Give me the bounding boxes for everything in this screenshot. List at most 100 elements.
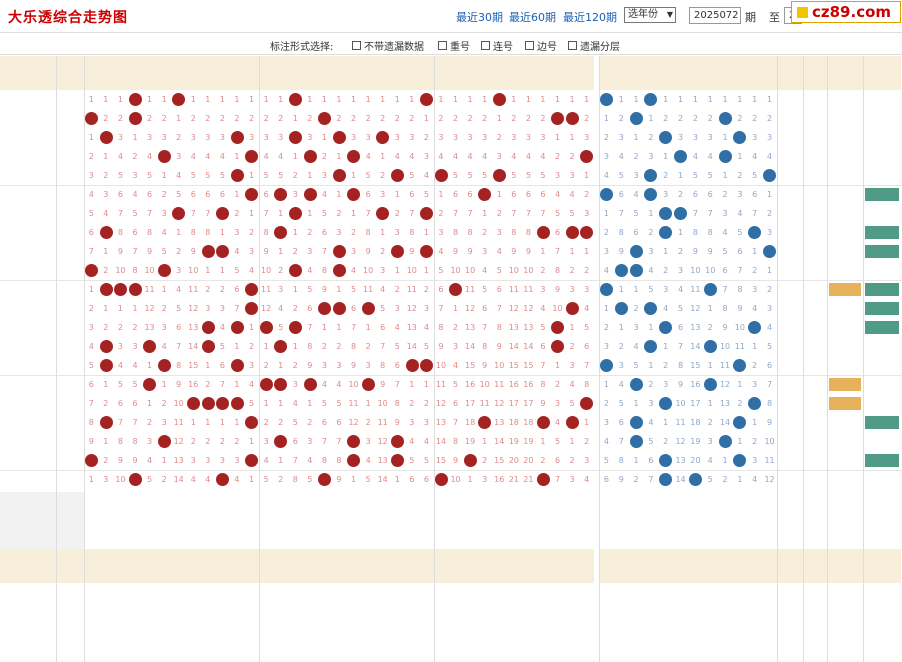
predict-front-number[interactable] [477,530,492,549]
predict-front-number[interactable] [157,530,172,549]
predict-front-number[interactable] [259,492,274,511]
period-header[interactable] [0,56,56,90]
predict-front-number[interactable] [579,492,594,511]
predict-back-number[interactable] [658,511,673,530]
predict-front-number[interactable] [244,511,259,530]
predict-front-number[interactable] [463,511,478,530]
predict-front-number[interactable] [157,492,172,511]
predict-back-number[interactable] [673,492,688,511]
predict-front-number[interactable] [186,492,201,511]
predict-front-number[interactable] [201,511,216,530]
predict-front-number[interactable] [215,511,230,530]
predict-front-number[interactable] [448,511,463,530]
predict-front-number[interactable] [288,530,303,549]
predict-front-number[interactable] [273,492,288,511]
predict-front-number[interactable] [171,511,186,530]
predict-front-number[interactable] [84,511,99,530]
predict-front-number[interactable] [230,530,245,549]
predict-back-number[interactable] [688,530,703,549]
predict-back-number[interactable] [643,511,658,530]
predict-front-number[interactable] [230,511,245,530]
predict-front-number[interactable] [565,530,580,549]
predict-back-number[interactable] [732,492,747,511]
predict-back-number[interactable] [762,511,777,530]
predict-back-number[interactable] [703,492,718,511]
predict-back-number[interactable] [643,530,658,549]
predict-front-number[interactable] [113,530,128,549]
predict-back-number[interactable] [599,511,614,530]
predict-front-number[interactable] [405,492,420,511]
predict-front-number[interactable] [390,511,405,530]
option-repeat[interactable]: 重号 [438,38,470,53]
predict-front-number[interactable] [390,492,405,511]
predict-front-number[interactable] [536,530,551,549]
predict-front-number[interactable] [565,492,580,511]
predict-back-number[interactable] [688,492,703,511]
predict-front-number[interactable] [244,530,259,549]
predict-back-number[interactable] [747,530,762,549]
predict-front-number[interactable] [332,511,347,530]
predict-front-number[interactable] [128,511,143,530]
predict-front-number[interactable] [113,492,128,511]
predict-back-number[interactable] [732,530,747,549]
predict-front-number[interactable] [215,492,230,511]
predict-back-number[interactable] [599,492,614,511]
predict-back-number[interactable] [718,530,733,549]
predict-front-number[interactable] [361,530,376,549]
predict-front-number[interactable] [186,530,201,549]
predict-front-number[interactable] [521,492,536,511]
predict-front-number[interactable] [317,492,332,511]
predict-front-number[interactable] [507,511,522,530]
range-30-link[interactable]: 最近30期 [456,11,503,24]
predict-back-number[interactable] [629,530,644,549]
predict-front-number[interactable] [171,530,186,549]
predict-front-number[interactable] [550,530,565,549]
predict-front-number[interactable] [201,492,216,511]
predict-front-number[interactable] [448,492,463,511]
predict-back-number[interactable] [703,511,718,530]
year-select[interactable]: 选年份 ▼ [624,7,676,23]
predict-front-number[interactable] [230,492,245,511]
predict-front-number[interactable] [186,511,201,530]
option-missing-layer[interactable]: 遗漏分层 [568,38,620,53]
predict-front-number[interactable] [434,511,449,530]
predict-front-number[interactable] [361,492,376,511]
predict-front-number[interactable] [317,530,332,549]
predict-front-number[interactable] [492,511,507,530]
predict-front-number[interactable] [579,530,594,549]
predict-back-number[interactable] [658,492,673,511]
predict-front-number[interactable] [346,492,361,511]
predict-front-number[interactable] [332,530,347,549]
predict-front-number[interactable] [346,530,361,549]
option-no-missing[interactable]: 不带遗漏数据 [352,38,424,53]
predict-front-number[interactable] [550,492,565,511]
predict-front-number[interactable] [463,492,478,511]
predict-back-number[interactable] [614,492,629,511]
checkbox-icon[interactable] [568,41,577,50]
predict-front-number[interactable] [346,511,361,530]
predict-back-number[interactable] [673,511,688,530]
predict-front-number[interactable] [259,511,274,530]
predict-front-number[interactable] [128,492,143,511]
predict-front-number[interactable] [142,530,157,549]
predict-front-number[interactable] [390,530,405,549]
predict-front-number[interactable] [375,511,390,530]
predict-front-number[interactable] [84,530,99,549]
predict-back-number[interactable] [658,530,673,549]
predict-back-number[interactable] [629,492,644,511]
predict-front-number[interactable] [477,492,492,511]
predict-back-number[interactable] [718,511,733,530]
option-edge[interactable]: 边号 [525,38,557,53]
checkbox-icon[interactable] [352,41,361,50]
predict-front-number[interactable] [288,511,303,530]
predict-front-number[interactable] [273,511,288,530]
predict-back-number[interactable] [762,530,777,549]
predict-front-number[interactable] [259,530,274,549]
predict-front-number[interactable] [303,492,318,511]
predict-front-number[interactable] [128,530,143,549]
predict-front-number[interactable] [579,511,594,530]
predict-front-number[interactable] [536,492,551,511]
predict-back-number[interactable] [762,492,777,511]
predict-front-number[interactable] [99,530,114,549]
predict-back-number[interactable] [629,511,644,530]
